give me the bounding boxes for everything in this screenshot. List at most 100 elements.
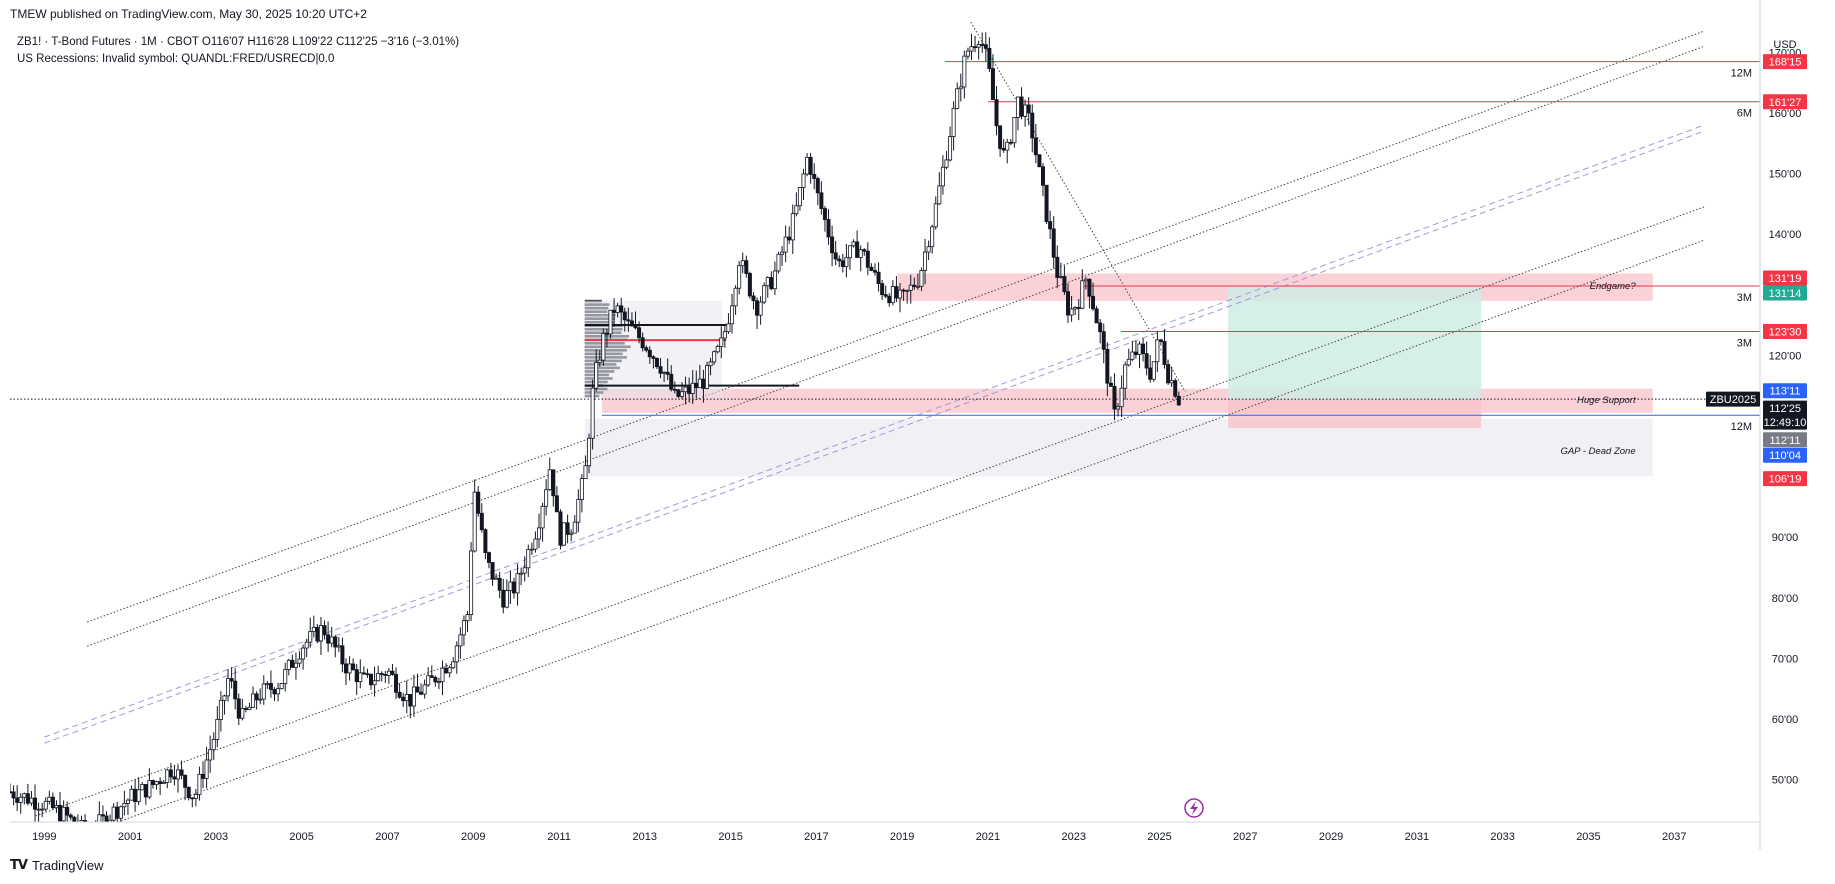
price-tag-0: 168'15: [1763, 54, 1807, 70]
candle-body: [651, 356, 656, 359]
candle-body: [379, 673, 384, 675]
candle-body: [18, 796, 23, 803]
price-tag-bg: [1763, 94, 1807, 110]
candle-body: [243, 708, 248, 710]
candle-body: [744, 260, 749, 274]
x-tick-2035: 2035: [1576, 831, 1600, 843]
price-tag-label: 113'11: [1769, 386, 1800, 398]
candle-body: [83, 820, 88, 822]
currency-label: USD: [1773, 39, 1796, 51]
candle-body: [397, 691, 402, 698]
candle-body: [1048, 221, 1053, 230]
candle-body: [1083, 278, 1088, 282]
candle-body: [358, 672, 363, 683]
price-tag-4: 123'30: [1763, 323, 1807, 339]
zone-1: [601, 388, 1653, 413]
candle-body: [1144, 353, 1149, 369]
x-tick-2021: 2021: [976, 831, 1000, 843]
candle-body: [1040, 166, 1045, 186]
zone-3: [1228, 287, 1482, 399]
candle-body: [40, 808, 45, 811]
candle-body: [315, 626, 320, 642]
candle-body: [47, 796, 52, 802]
candle-body: [851, 241, 856, 247]
candle-body: [218, 699, 223, 720]
candle-body: [258, 698, 263, 701]
candle-body: [272, 689, 277, 695]
candle-body: [68, 814, 73, 818]
candle-body: [1158, 339, 1163, 342]
x-tick-2023: 2023: [1061, 831, 1085, 843]
x-tick-2033: 2033: [1490, 831, 1514, 843]
candle-body: [640, 337, 645, 349]
footer-brand-label: TradingView: [31, 857, 104, 873]
candle-body: [447, 667, 452, 674]
candle-body: [1133, 351, 1138, 355]
candle-body: [390, 670, 395, 675]
price-tag-7: 12:49:10: [1763, 414, 1807, 430]
y-tick-60: 60'00: [1772, 714, 1799, 726]
candle-body: [554, 495, 559, 513]
candle-body: [697, 378, 702, 389]
zone-label-2: GAP - Dead Zone: [1560, 446, 1635, 457]
candle-body: [672, 388, 677, 391]
candle-body: [233, 680, 238, 700]
zones-layer: [584, 273, 1653, 477]
price-tag-label: 106'19: [1769, 474, 1802, 486]
candle-body: [730, 305, 735, 325]
candle-body: [898, 289, 903, 299]
y-tick-80: 80'00: [1772, 593, 1799, 605]
candle-body: [36, 808, 41, 811]
candle-body: [1069, 308, 1074, 316]
timeframe-label-1: 6M: [1737, 108, 1752, 120]
price-tag-bg: [1763, 323, 1807, 339]
candle-body: [1087, 278, 1092, 297]
candle-body: [905, 289, 910, 292]
price-tag-label: 110'04: [1769, 450, 1801, 462]
candle-body: [265, 683, 270, 685]
candle-body: [858, 249, 863, 258]
candle-body: [780, 251, 785, 255]
candles-layer: [10, 32, 1181, 835]
candle-body: [765, 277, 770, 287]
candle-body: [883, 294, 888, 297]
candle-body: [790, 213, 795, 241]
candle-body: [626, 319, 631, 322]
legend-indicator-line[interactable]: US Recessions: Invalid symbol: QUANDL:FR…: [17, 53, 335, 65]
candle-body: [94, 831, 97, 835]
candle-body: [1033, 137, 1038, 156]
x-tick-2011: 2011: [547, 831, 571, 843]
candle-body: [140, 784, 145, 791]
candle-body: [54, 804, 59, 809]
candle-body: [522, 567, 527, 574]
candle-body: [1066, 291, 1071, 316]
x-tick-2015: 2015: [718, 831, 742, 843]
y-tick-150: 150'00: [1769, 169, 1802, 181]
y-tick-90: 90'00: [1772, 532, 1799, 544]
channel-line-1: [87, 45, 1705, 647]
candle-body: [343, 663, 348, 674]
candle-body: [962, 55, 967, 88]
candle-body: [76, 824, 79, 828]
candle-body: [279, 683, 284, 690]
candle-body: [923, 251, 928, 271]
candle-body: [948, 136, 953, 161]
candle-body: [822, 208, 827, 220]
candle-body: [1015, 96, 1020, 118]
candle-body: [91, 834, 94, 835]
candle-body: [369, 673, 374, 686]
candle-body: [494, 577, 499, 580]
price-tag-1: 161'27: [1763, 94, 1807, 110]
candle-body: [22, 793, 27, 798]
candle-body: [444, 667, 449, 674]
candle-body: [1030, 112, 1035, 139]
x-tick-2013: 2013: [633, 831, 657, 843]
candle-body: [122, 803, 127, 808]
candle-body: [183, 774, 188, 788]
candle-body: [562, 522, 567, 546]
candle-body: [197, 773, 202, 795]
footer-brand[interactable]: 𝗧𝗩 TradingView: [10, 857, 103, 873]
legend-symbol-line[interactable]: ZB1! · T-Bond Futures · 1M · CBOT O116'0…: [17, 36, 460, 48]
price-tag-bg: [1763, 270, 1807, 286]
